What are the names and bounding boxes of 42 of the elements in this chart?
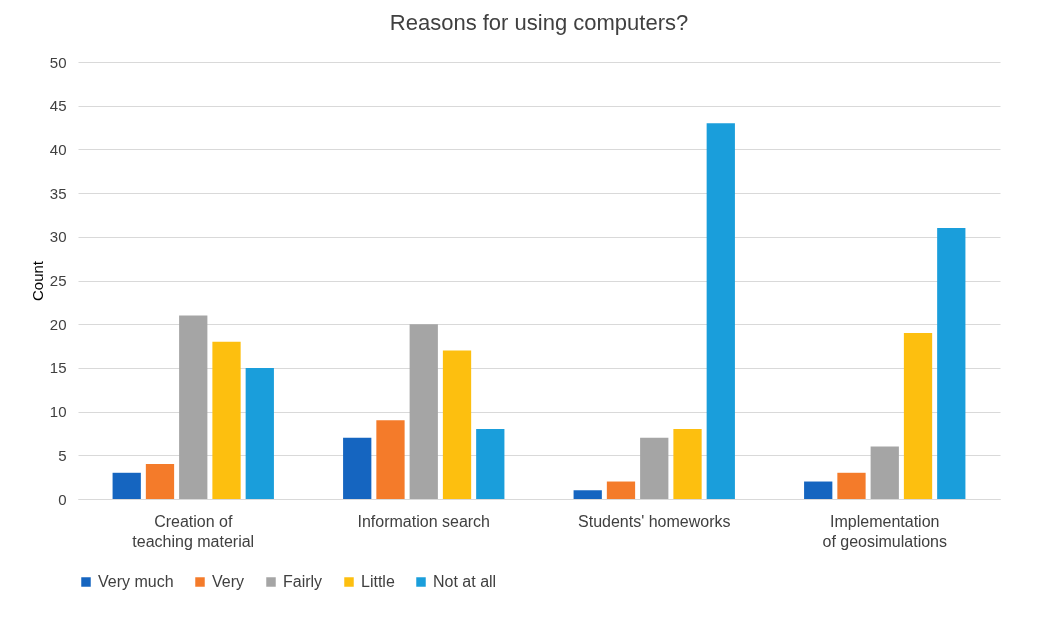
y-tick-label: 0 [58,490,67,508]
bar [903,332,933,499]
legend-label: Very [212,573,245,590]
bar [673,429,702,499]
y-tick-label: 40 [49,140,67,158]
y-tick-label: 35 [49,184,67,202]
bar [442,350,472,499]
legend-label: Fairly [283,573,323,590]
y-tick-label: 30 [49,228,67,246]
bar [804,481,833,499]
y-tick-label: 5 [58,446,67,464]
bar [606,481,636,499]
bar [573,490,602,499]
bar [870,446,899,499]
x-tick-label: Creation of teaching material [132,512,255,550]
legend-label: Very much [98,573,174,590]
y-tick-label: 10 [49,403,67,421]
bar [145,464,175,499]
bar [376,420,405,499]
bar [343,437,372,499]
bar [476,429,505,499]
x-tick-label: Implementation of geosimulations [822,512,948,550]
y-tick-label: 50 [49,53,67,71]
x-tick-label: Students' homeworks [578,512,731,530]
y-tick-label: 15 [49,359,67,377]
bar [937,228,966,499]
bar [245,367,274,499]
bar [706,123,735,499]
legend-label: Little [361,573,395,590]
y-axis-title: Count [28,260,46,302]
bar [640,437,669,499]
y-tick-label: 45 [49,97,67,115]
bar [112,472,141,499]
x-tick-label: Information search [357,512,491,530]
chart-title: Reasons for using computers? [389,10,689,35]
bar [409,324,438,499]
y-tick-label: 20 [49,315,67,333]
y-tick-label: 25 [49,272,67,289]
bar [212,341,241,499]
bar [837,472,866,499]
bar [179,315,208,499]
legend-label: Not at all [433,573,497,590]
